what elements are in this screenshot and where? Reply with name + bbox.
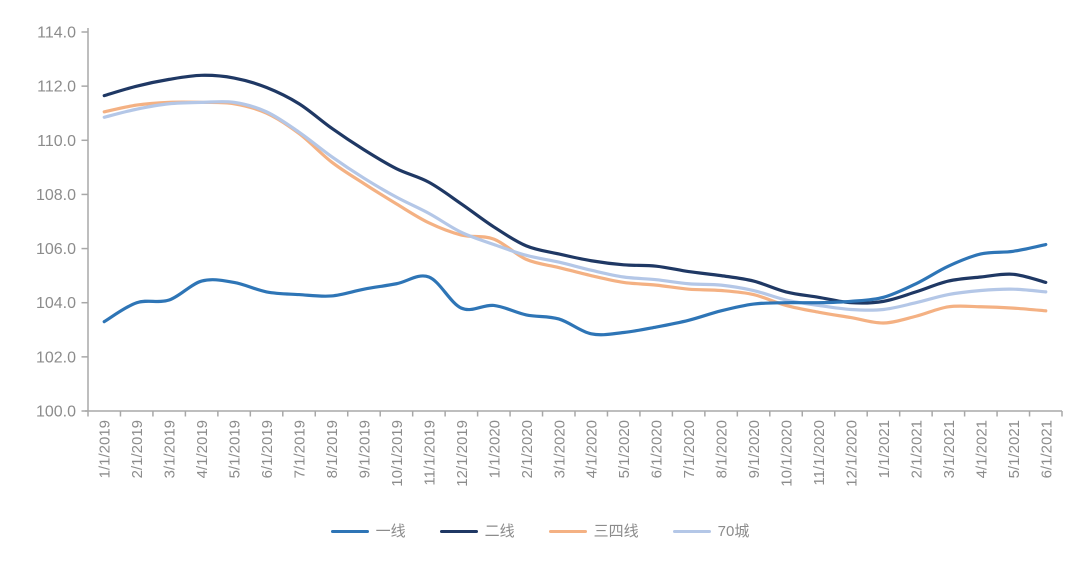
x-tick-label: 3/1/2019 bbox=[162, 420, 179, 478]
series-line-cities70 bbox=[102, 100, 1048, 312]
x-tick-label: 6/1/2019 bbox=[259, 420, 276, 478]
x-tick-label: 1/1/2019 bbox=[97, 420, 114, 478]
x-tick-label: 4/1/2020 bbox=[584, 420, 601, 478]
legend-item-cities70[interactable]: 70城 bbox=[672, 523, 750, 540]
x-tick-label: 12/1/2020 bbox=[843, 420, 860, 487]
x-tick-label: 8/1/2020 bbox=[714, 420, 731, 478]
y-tick-label: 102.0 bbox=[36, 349, 76, 366]
legend-label-tier2: 二线 bbox=[484, 523, 515, 540]
legend-swatch-tier1 bbox=[330, 529, 369, 534]
x-tick-label: 6/1/2020 bbox=[649, 420, 666, 478]
y-tick-label: 108.0 bbox=[36, 187, 76, 204]
legend-item-tier2[interactable]: 二线 bbox=[439, 523, 515, 540]
series-line-tier2 bbox=[102, 73, 1048, 305]
y-tick-label: 104.0 bbox=[36, 295, 76, 312]
x-tick-label: 3/1/2020 bbox=[551, 420, 568, 478]
x-tick-label: 7/1/2019 bbox=[292, 420, 309, 478]
x-tick-label: 3/1/2021 bbox=[941, 420, 958, 478]
y-tick-label: 114.0 bbox=[37, 25, 76, 42]
x-tick-label: 6/1/2021 bbox=[1038, 420, 1055, 478]
x-tick-label: 10/1/2019 bbox=[389, 420, 406, 487]
series-line-tier1 bbox=[102, 242, 1048, 337]
x-tick-label: 1/1/2021 bbox=[876, 420, 893, 478]
x-tick-label: 11/1/2019 bbox=[421, 420, 438, 486]
y-tick-label: 110.0 bbox=[37, 133, 76, 150]
y-tick-label: 106.0 bbox=[36, 241, 76, 258]
x-tick-label: 10/1/2020 bbox=[779, 420, 796, 487]
chart-legend: 一线 二线 三四线 70城 bbox=[0, 524, 1080, 539]
x-tick-label: 9/1/2020 bbox=[746, 420, 763, 478]
x-tick-label: 5/1/2019 bbox=[227, 420, 244, 478]
y-tick-label: 112.0 bbox=[37, 79, 76, 96]
x-tick-label: 2/1/2020 bbox=[519, 420, 536, 478]
legend-swatch-cities70 bbox=[672, 529, 711, 534]
legend-swatch-tier2 bbox=[439, 529, 478, 534]
x-tick-label: 1/1/2020 bbox=[486, 420, 503, 478]
legend-label-cities70: 70城 bbox=[717, 523, 750, 540]
x-tick-label: 2/1/2019 bbox=[129, 420, 146, 478]
x-tick-label: 4/1/2019 bbox=[194, 420, 211, 478]
x-tick-label: 7/1/2020 bbox=[681, 420, 698, 478]
x-tick-label: 4/1/2021 bbox=[973, 420, 990, 478]
x-tick-label: 2/1/2021 bbox=[908, 420, 925, 478]
y-tick-label: 100.0 bbox=[36, 404, 76, 421]
legend-item-tier1[interactable]: 一线 bbox=[330, 523, 406, 540]
x-tick-label: 9/1/2019 bbox=[356, 420, 373, 478]
x-tick-label: 12/1/2019 bbox=[454, 420, 471, 487]
legend-swatch-tier34 bbox=[548, 529, 587, 534]
legend-label-tier34: 三四线 bbox=[593, 523, 639, 540]
plot-area: 114.0 112.0 110.0 108.0 106.0 104.0 102.0 100.0… bbox=[36, 25, 1063, 487]
x-tick-label: 8/1/2019 bbox=[324, 420, 341, 478]
legend-item-tier34[interactable]: 三四线 bbox=[548, 523, 639, 540]
x-tick-label: 5/1/2020 bbox=[616, 420, 633, 478]
x-tick-label: 11/1/2020 bbox=[811, 420, 828, 486]
x-tick-label: 5/1/2021 bbox=[1006, 420, 1023, 478]
legend-label-tier1: 一线 bbox=[375, 523, 406, 540]
